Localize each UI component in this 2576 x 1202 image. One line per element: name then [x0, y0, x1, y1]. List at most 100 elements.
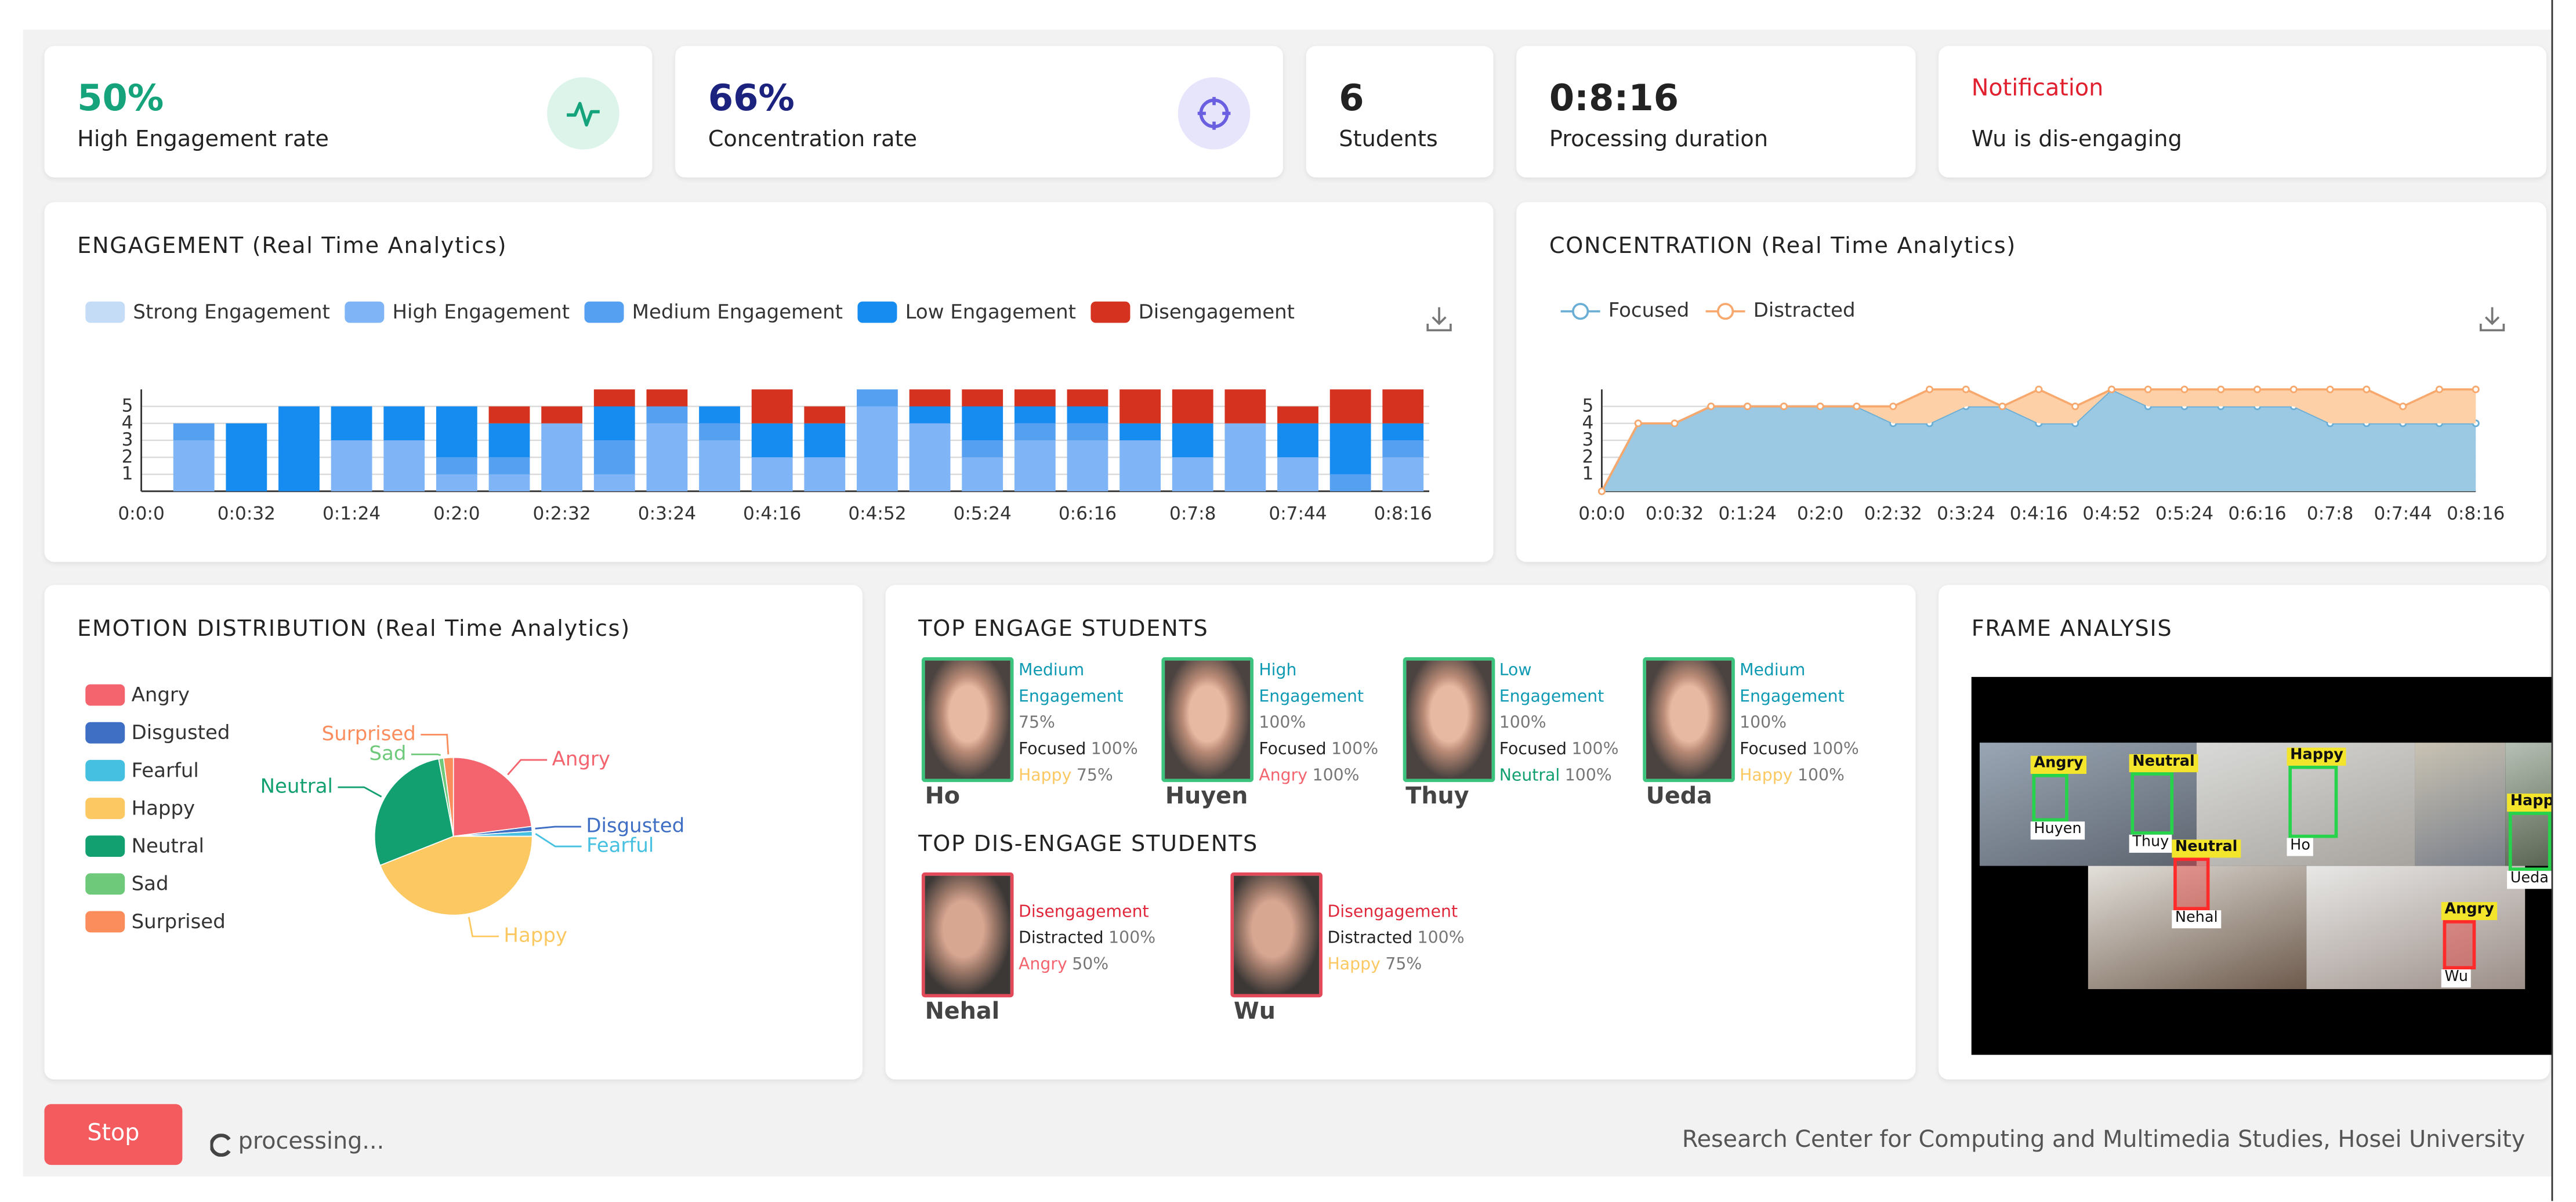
emotion-label: Happy	[1740, 767, 1793, 785]
download-icon[interactable]	[1425, 304, 1454, 334]
name-tag: Ho	[2287, 838, 2314, 856]
credit-text: Research Center for Computing and Multim…	[1682, 1127, 2526, 1154]
face-box	[2443, 920, 2476, 970]
face-box	[2173, 857, 2210, 911]
stat-value: 50%	[77, 78, 164, 120]
student-info: Low Engagement 100% Focused 100% Neutral 100%	[1499, 659, 1621, 791]
emotion-card: EMOTION DISTRIBUTION (Real Time Analytic…	[44, 585, 863, 1080]
emotion-value: 75%	[1076, 767, 1113, 785]
emotion-row: Neutral 100%	[1499, 764, 1621, 790]
student-info: Disengagement Distracted 100% Happy 75%	[1327, 900, 1508, 979]
engagement-value: 100%	[1740, 715, 1787, 733]
attention-label: Focused	[1740, 741, 1807, 759]
emotion-tag: Neutral	[2172, 839, 2241, 858]
engagement-status: Low Engagement	[1499, 662, 1604, 707]
section-title: TOP DIS-ENGAGE STUDENTS	[918, 831, 1259, 858]
emotion-value: 100%	[1564, 767, 1612, 785]
student-card: Medium Engagement 75% Focused 100% Happy 75% H…	[921, 657, 1152, 821]
attention-row: Focused 100%	[1259, 738, 1381, 764]
stat-label: High Engagement rate	[77, 126, 329, 153]
chart-title: EMOTION DISTRIBUTION (Real Time Analytic…	[77, 616, 631, 643]
emotion-tag: Angry	[2441, 902, 2498, 921]
face-box	[2032, 773, 2068, 822]
emotion-tag: Neutral	[2129, 754, 2198, 773]
emotion-label: Angry	[1259, 767, 1308, 785]
student-photo	[921, 872, 1014, 998]
engagement-value: 100%	[1259, 715, 1306, 733]
emotion-value: 50%	[1072, 956, 1109, 975]
emotion-tag: Happy	[2287, 747, 2347, 766]
student-name: Ueda	[1646, 783, 1712, 810]
chart-title: ENGAGEMENT (Real Time Analytics)	[77, 233, 508, 260]
emotion-row: Angry 100%	[1259, 764, 1381, 790]
stat-icon	[1178, 77, 1251, 150]
stat-icon	[547, 77, 619, 150]
attention-value: 100%	[1571, 741, 1619, 759]
student-info: High Engagement 100% Focused 100% Angry 100%	[1259, 659, 1381, 791]
engagement-status: Medium Engagement	[1019, 662, 1124, 707]
attention-label: Distracted	[1019, 930, 1104, 948]
notification-message: Wu is dis-engaging	[1971, 126, 2182, 153]
engagement-card: ENGAGEMENT (Real Time Analytics)	[44, 202, 1494, 562]
face-box	[2131, 772, 2174, 835]
engagement-status: Disengagement	[1019, 903, 1149, 922]
stat-value: 6	[1339, 78, 1364, 120]
student-photo	[1230, 872, 1323, 998]
stat-card: 66% Concentration rate	[675, 46, 1284, 178]
stop-button[interactable]: Stop	[44, 1104, 183, 1165]
name-tag: Thuy	[2129, 834, 2172, 853]
name-tag: Huyen	[2030, 821, 2085, 840]
student-info: Medium Engagement 100% Focused 100% Happy 100…	[1740, 659, 1861, 791]
edge-line	[2551, 0, 2553, 1201]
student-card: Disengagement Distracted 100% Happy 75% Wu	[1230, 872, 1465, 1037]
spinner	[210, 1134, 231, 1157]
chart-title: CONCENTRATION (Real Time Analytics)	[1549, 233, 2016, 260]
student-photo	[1402, 657, 1495, 783]
notification-title: Notification	[1971, 75, 2104, 102]
stat-label: Processing duration	[1549, 126, 1769, 153]
video-tile	[2306, 866, 2526, 990]
attention-label: Focused	[1499, 741, 1567, 759]
concentration-card: CONCENTRATION (Real Time Analytics)	[1516, 202, 2547, 562]
engagement-value: 75%	[1019, 715, 1055, 733]
frame-image: AngryHuyenNeutralThuyHappyHoHappyUedaNeu…	[1971, 676, 2552, 1055]
student-photo	[1642, 657, 1735, 783]
attention-row: Distracted 100%	[1019, 926, 1200, 953]
face-box	[2288, 765, 2338, 838]
download-icon[interactable]	[2477, 304, 2507, 334]
stat-card: 0:8:16 Processing duration	[1516, 46, 1916, 178]
section-title: TOP ENGAGE STUDENTS	[918, 616, 1209, 643]
stat-label: Students	[1339, 126, 1438, 153]
student-info: Medium Engagement 75% Focused 100% Happy 75%	[1019, 659, 1140, 791]
emotion-row: Happy 75%	[1019, 764, 1140, 790]
emotion-row: Happy 100%	[1740, 764, 1861, 790]
emotion-tag: Happy	[2507, 793, 2552, 812]
name-tag: Ueda	[2507, 871, 2552, 889]
student-photo	[1162, 657, 1254, 783]
emotion-value: 75%	[1385, 956, 1422, 975]
stat-value: 0:8:16	[1549, 78, 1679, 120]
notification-card: Notification Wu is dis-engaging	[1939, 46, 2547, 178]
name-tag: Nehal	[2172, 910, 2222, 929]
stat-label: Concentration rate	[708, 126, 918, 153]
student-name: Nehal	[925, 999, 1000, 1026]
attention-value: 100%	[1331, 741, 1379, 759]
attention-value: 100%	[1090, 741, 1138, 759]
face-box	[2508, 812, 2552, 871]
stat-card: 50% High Engagement rate	[44, 46, 653, 178]
student-name: Huyen	[1165, 783, 1248, 810]
students-card: TOP ENGAGE STUDENTS TOP DIS-ENGAGE STUDE…	[885, 585, 1916, 1080]
emotion-label: Neutral	[1499, 767, 1560, 785]
attention-row: Distracted 100%	[1327, 926, 1508, 953]
student-card: Low Engagement 100% Focused 100% Neutral 100%…	[1402, 657, 1633, 821]
attention-label: Focused	[1259, 741, 1327, 759]
name-tag: Wu	[2441, 969, 2472, 988]
emotion-value: 100%	[1312, 767, 1360, 785]
attention-row: Focused 100%	[1019, 738, 1140, 764]
attention-value: 100%	[1417, 930, 1465, 948]
stat-value: 66%	[708, 78, 795, 120]
emotion-row: Angry 50%	[1019, 953, 1200, 979]
section-title: FRAME ANALYSIS	[1971, 616, 2173, 643]
